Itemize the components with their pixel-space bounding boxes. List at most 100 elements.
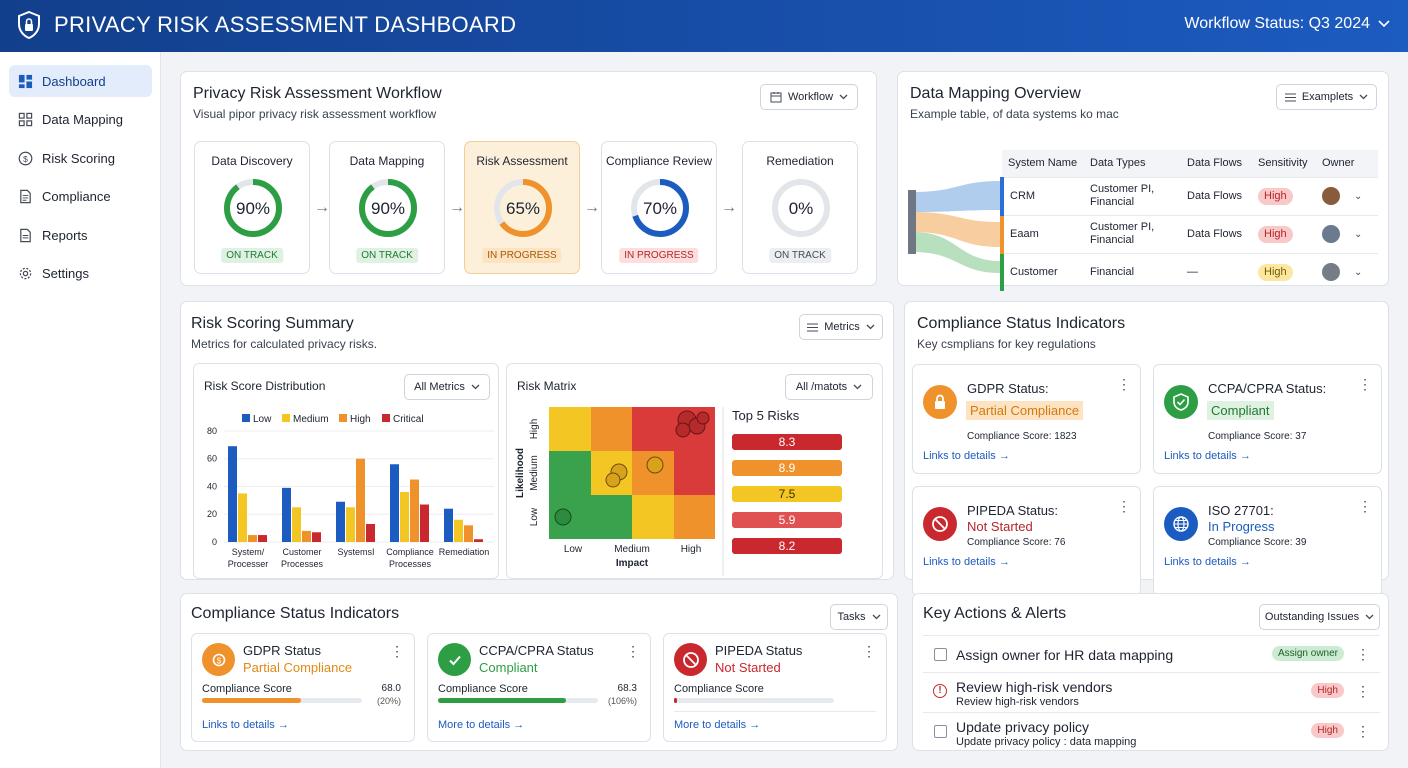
bar-medium[interactable] <box>400 492 409 542</box>
cell-flows: — <box>1181 252 1252 291</box>
legend-swatch <box>382 414 390 422</box>
workflow-dropdown[interactable]: Workflow <box>760 84 858 110</box>
sidebar-item-label: Data Mapping <box>42 111 123 127</box>
y-tick-label: 60 <box>207 454 217 464</box>
bar-high[interactable] <box>248 535 257 542</box>
details-link[interactable]: Links to details → <box>923 556 1010 568</box>
table-row[interactable]: Customer Financial — High ⌄ <box>1000 252 1378 291</box>
table-row[interactable]: CRM Customer PI, Financial Data Flows High ⌄ <box>1000 176 1378 215</box>
matrix-xlabel: Impact <box>616 558 649 569</box>
bar-low[interactable] <box>228 446 237 542</box>
kebab-menu-icon[interactable]: ⋮ <box>1358 376 1372 392</box>
workflow-step-data-mapping[interactable]: Data Mapping 90% ON TRACK <box>329 141 445 274</box>
details-link[interactable]: More to details → <box>438 719 525 731</box>
y-tick-label: 20 <box>207 509 217 519</box>
sidebar-item-risk-scoring[interactable]: $ Risk Scoring <box>9 142 152 174</box>
sidebar-item-settings[interactable]: Settings <box>9 257 152 289</box>
checkmark-icon <box>438 643 471 676</box>
sidebar-item-reports[interactable]: Reports <box>9 219 152 251</box>
kebab-menu-icon[interactable]: ⋮ <box>1117 498 1131 514</box>
alert-checkbox[interactable] <box>934 648 947 661</box>
details-link[interactable]: Links to details → <box>1164 450 1251 462</box>
alert-item[interactable]: ! Review high-risk vendors Review high-ris… <box>923 672 1380 710</box>
alert-checkbox[interactable] <box>934 725 947 738</box>
bar-low[interactable] <box>282 487 291 542</box>
avatar[interactable] <box>1322 187 1340 205</box>
compliance-status: Not Started <box>967 519 1033 534</box>
bar-critical[interactable] <box>474 539 483 542</box>
sidebar-item-compliance[interactable]: Compliance <box>9 180 152 212</box>
bar-low[interactable] <box>336 501 345 542</box>
details-link[interactable]: Links to details → <box>1164 556 1251 568</box>
compliance2-status: Compliant <box>479 660 538 675</box>
workflow-status-dropdown[interactable]: Workflow Status: Q3 2024 <box>1184 15 1390 33</box>
outstanding-issues-dropdown[interactable]: Outstanding Issues <box>1259 604 1380 630</box>
details-link[interactable]: Links to details → <box>923 450 1010 462</box>
bar-critical[interactable] <box>312 532 321 542</box>
kebab-menu-icon[interactable]: ⋮ <box>390 643 404 659</box>
bar-low[interactable] <box>444 508 453 542</box>
cell-system: CRM <box>1000 176 1084 215</box>
step-progress-ring: 0% <box>772 179 830 237</box>
tasks-dropdown[interactable]: Tasks <box>830 604 888 630</box>
step-name: Compliance Review <box>605 154 713 168</box>
sidebar-item-dashboard[interactable]: Dashboard <box>9 65 152 97</box>
step-status-badge: ON TRACK <box>356 248 418 263</box>
kebab-menu-icon[interactable]: ⋮ <box>1356 646 1370 662</box>
step-progress-ring: 90% <box>224 179 282 237</box>
bar-high[interactable] <box>410 479 419 542</box>
metrics-dropdown[interactable]: Metrics <box>799 314 883 340</box>
bar-high[interactable] <box>302 530 311 542</box>
matrix-cell-low-high-2 <box>674 495 715 539</box>
cell-sensitivity: High <box>1252 176 1316 215</box>
kebab-menu-icon[interactable]: ⋮ <box>1356 683 1370 699</box>
matrix-ytick-medium: Medium <box>529 455 540 491</box>
kebab-menu-icon[interactable]: ⋮ <box>1358 498 1372 514</box>
avatar[interactable] <box>1322 263 1340 282</box>
sidebar-item-data-mapping[interactable]: Data Mapping <box>9 103 152 135</box>
system-name: Customer <box>1010 265 1058 278</box>
alert-item[interactable]: Update privacy policy Update privacy poli… <box>923 712 1380 748</box>
all-metrics-dropdown[interactable]: All Metrics <box>404 374 490 400</box>
compliance2-name: GDPR Status <box>243 643 322 658</box>
grid-icon <box>18 112 33 126</box>
compliance2-score-label: Compliance Score <box>674 683 764 695</box>
kebab-menu-icon[interactable]: ⋮ <box>1356 723 1370 739</box>
bar-medium[interactable] <box>292 507 301 542</box>
bar-critical[interactable] <box>420 504 429 542</box>
risk-distribution-chart: 0 20 40 60 80 Low Medium High Critical System/Pro… <box>207 414 494 569</box>
cell-system: Eaam <box>1000 214 1084 253</box>
alert-item[interactable]: Assign owner for HR data mapping Assign o… <box>923 635 1380 673</box>
details-link[interactable]: More to details → <box>674 719 761 731</box>
compliance-score: Compliance Score: 39 <box>1208 537 1307 548</box>
row-expand-chevron-icon[interactable]: ⌄ <box>1354 190 1363 202</box>
bar-high[interactable] <box>356 458 365 542</box>
workflow-step-compliance-review[interactable]: Compliance Review 70% IN PROGRESS <box>601 141 717 274</box>
kebab-menu-icon[interactable]: ⋮ <box>1117 376 1131 392</box>
table-row[interactable]: Eaam Customer PI, Financial Data Flows High… <box>1000 214 1378 253</box>
matrix-cell-high-low <box>549 407 591 451</box>
row-expand-chevron-icon[interactable]: ⌄ <box>1354 228 1363 240</box>
examples-dropdown[interactable]: Examplets <box>1276 84 1377 110</box>
bar-critical[interactable] <box>258 535 267 542</box>
metrics-dropdown-label: Metrics <box>824 321 860 333</box>
step-percent: 65% <box>506 199 540 218</box>
bar-medium[interactable] <box>238 493 247 542</box>
kebab-menu-icon[interactable]: ⋮ <box>862 643 876 659</box>
step-status-badge: ON TRACK <box>769 248 831 263</box>
details-link[interactable]: Links to details → <box>202 719 289 731</box>
bar-high[interactable] <box>464 525 473 542</box>
workflow-step-data-discovery[interactable]: Data Discovery 90% ON TRACK <box>194 141 310 274</box>
compliance2-name: CCPA/CPRA Status <box>479 643 594 658</box>
avatar[interactable] <box>1322 225 1340 243</box>
all-matots-dropdown[interactable]: All /matots <box>785 374 873 400</box>
workflow-step-risk-assessment[interactable]: Risk Assessment 65% IN PROGRESS <box>464 141 580 274</box>
bar-critical[interactable] <box>366 523 375 542</box>
kebab-menu-icon[interactable]: ⋮ <box>626 643 640 659</box>
gear-icon <box>19 267 32 279</box>
workflow-step-remediation[interactable]: Remediation 0% ON TRACK <box>742 141 858 274</box>
bar-low[interactable] <box>390 464 399 542</box>
bar-medium[interactable] <box>346 507 355 542</box>
row-expand-chevron-icon[interactable]: ⌄ <box>1354 267 1363 279</box>
bar-medium[interactable] <box>454 519 463 542</box>
